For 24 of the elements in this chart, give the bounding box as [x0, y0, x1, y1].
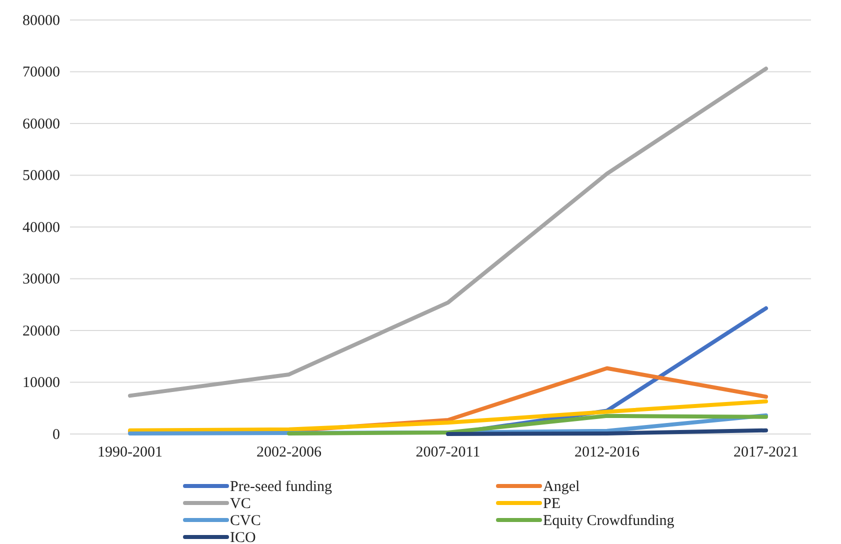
line-series	[128, 399, 768, 432]
x-tick-label: 1990-2001	[98, 444, 162, 461]
y-tick-label: 20000	[22, 323, 60, 340]
y-tick-label: 40000	[22, 220, 60, 236]
y-tick-label: 30000	[22, 272, 60, 288]
y-tick-label: 80000	[22, 12, 60, 29]
y-tick-label: 0	[52, 426, 60, 443]
legend-label: Pre-seed funding	[230, 479, 333, 495]
x-tick-label: 2007-2011	[416, 444, 480, 461]
legend-label: Equity Crowdfunding	[543, 513, 675, 529]
x-tick-label: 2017-2021	[734, 444, 798, 461]
legend-label: VC	[230, 496, 251, 512]
x-tick-label: 2002-2006	[256, 444, 322, 461]
legend-label: CVC	[230, 513, 261, 529]
line-series	[287, 414, 768, 436]
y-tick-label: 70000	[22, 64, 60, 81]
legend-label: Angel	[543, 479, 580, 495]
y-tick-label: 10000	[22, 375, 60, 392]
legend-label: PE	[543, 496, 561, 512]
y-tick-label: 60000	[22, 116, 60, 132]
x-tick-label: 2012-2016	[574, 444, 640, 461]
legend-label: ICO	[230, 530, 256, 544]
line-series	[128, 66, 768, 398]
y-tick-label: 50000	[22, 168, 60, 184]
